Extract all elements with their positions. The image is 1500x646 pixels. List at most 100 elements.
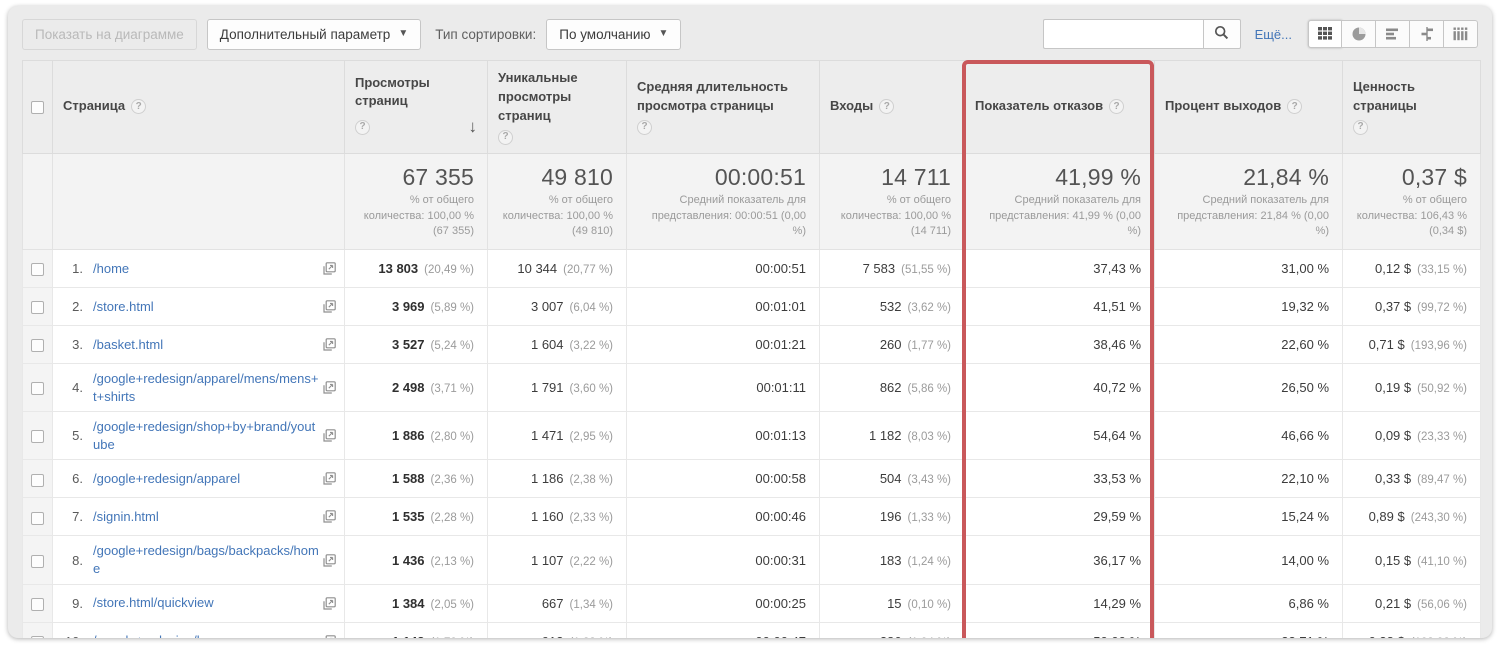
- secondary-dimension-dropdown[interactable]: Дополнительный параметр ▼: [206, 18, 422, 50]
- performance-view-button[interactable]: [1376, 20, 1410, 48]
- search-button[interactable]: [1202, 19, 1241, 49]
- unique-pageviews-cell: 1 160 (2,33 %): [487, 497, 627, 537]
- page-link[interactable]: /basket.html: [93, 337, 164, 353]
- avg-time-cell: 00:00:51: [626, 249, 820, 289]
- open-page-icon[interactable]: [319, 553, 336, 567]
- page-link[interactable]: /google+redesign/apparel/mens/mens+t+shi…: [93, 371, 319, 404]
- column-header-entrances[interactable]: Входы?: [819, 60, 965, 154]
- column-header-avg-time[interactable]: Средняя длительность просмотра страницы?: [626, 60, 820, 154]
- column-header-pageviews[interactable]: Просмотры страниц? ↓: [344, 60, 488, 154]
- toolbar: Показать на диаграмме Дополнительный пар…: [8, 6, 1492, 58]
- page-cell: 7. /signin.html: [52, 497, 345, 537]
- pivot-view-button[interactable]: [1444, 20, 1478, 48]
- column-header-bounce-rate[interactable]: Показатель отказов?: [964, 60, 1155, 154]
- page-value-cell: 0,89 $ (243,30 %): [1342, 497, 1481, 537]
- help-icon[interactable]: ?: [498, 129, 513, 145]
- bounce-rate-cell: 38,46 %: [964, 325, 1155, 365]
- table-search: [1042, 19, 1241, 49]
- help-icon[interactable]: ?: [1353, 120, 1368, 136]
- unique-pageviews-cell: 10 344 (20,77 %): [487, 249, 627, 289]
- page-link[interactable]: /signin.html: [93, 509, 159, 525]
- row-checkbox-cell: [22, 249, 53, 289]
- row-checkbox[interactable]: [31, 511, 44, 525]
- page-link[interactable]: /google+redesign/bags: [93, 632, 225, 638]
- table-view-button[interactable]: [1308, 20, 1342, 48]
- chevron-down-icon: ▼: [398, 28, 409, 39]
- open-page-icon[interactable]: [319, 338, 336, 351]
- search-input[interactable]: [1042, 19, 1203, 49]
- sort-type-dropdown[interactable]: По умолчанию ▼: [546, 18, 682, 50]
- page-cell: 1. /home: [52, 249, 345, 289]
- help-icon[interactable]: ?: [637, 120, 652, 136]
- plot-rows-button[interactable]: Показать на диаграмме: [22, 18, 197, 50]
- avg-time-cell: 00:00:47: [626, 621, 820, 638]
- row-number: 1.: [72, 261, 83, 277]
- table-row: 1. /home 13 803 (20,49 %) 10 344 (20,77 %)…: [22, 249, 1481, 289]
- table-row: 4. /google+redesign/apparel/mens/mens+t+…: [22, 363, 1481, 413]
- column-header-unique-pageviews[interactable]: Уникальные просмотры страниц?: [487, 60, 627, 154]
- column-header-exit-rate[interactable]: Процент выходов?: [1154, 60, 1343, 154]
- row-checkbox[interactable]: [31, 339, 44, 353]
- page-cell: 2. /store.html: [52, 287, 345, 327]
- page-value-cell: 0,15 $ (41,10 %): [1342, 535, 1481, 585]
- percentage-view-button[interactable]: [1342, 20, 1376, 48]
- help-icon[interactable]: ?: [131, 99, 147, 115]
- open-page-icon[interactable]: [319, 381, 336, 394]
- exit-rate-cell: 22,60 %: [1154, 325, 1343, 365]
- help-icon[interactable]: ?: [879, 99, 895, 115]
- open-page-icon[interactable]: [319, 510, 336, 524]
- column-header-page[interactable]: Страница?: [52, 60, 345, 154]
- row-number: 2.: [72, 299, 83, 315]
- row-checkbox-cell: [22, 621, 53, 638]
- row-checkbox[interactable]: [31, 554, 44, 568]
- open-page-icon[interactable]: [319, 634, 336, 638]
- page-link[interactable]: /home: [93, 261, 130, 277]
- open-page-icon[interactable]: [319, 300, 336, 313]
- page-link[interactable]: /google+redesign/bags/backpacks/home: [93, 543, 319, 577]
- open-page-icon[interactable]: [319, 262, 336, 275]
- row-checkbox[interactable]: [31, 382, 44, 396]
- open-page-icon[interactable]: [319, 596, 336, 610]
- unique-pageviews-cell: 1 107 (2,22 %): [487, 535, 627, 585]
- open-page-icon[interactable]: [319, 429, 336, 443]
- page-link[interactable]: /google+redesign/apparel: [93, 471, 241, 487]
- page-value-cell: 0,33 $ (89,47 %): [1342, 459, 1481, 499]
- total-entrances: 14 711% от общего количества: 100,00 % (…: [819, 152, 965, 251]
- row-number: 3.: [72, 337, 83, 353]
- row-checkbox[interactable]: [31, 597, 44, 611]
- row-checkbox[interactable]: [31, 263, 44, 277]
- entrances-cell: 532 (3,62 %): [819, 287, 965, 327]
- page-link[interactable]: /google+redesign/shop+by+brand/youtube: [93, 419, 316, 452]
- comparison-view-button[interactable]: [1410, 20, 1444, 48]
- open-page-icon[interactable]: [319, 472, 336, 486]
- page-link[interactable]: /store.html: [93, 299, 154, 315]
- row-checkbox[interactable]: [31, 473, 44, 487]
- page-value-cell: 0,71 $ (193,96 %): [1342, 325, 1481, 365]
- column-header-page-value[interactable]: Ценность страницы?: [1342, 60, 1481, 154]
- row-checkbox[interactable]: [31, 301, 44, 315]
- bar-chart-icon: [1385, 26, 1401, 42]
- page-value-cell: 0,38 $(103,92 %): [1342, 621, 1481, 638]
- unique-pageviews-cell: 3 007 (6,04 %): [487, 287, 627, 327]
- table-row: 2. /store.html 3 969 (5,89 %) 3 007 (6,04 …: [22, 287, 1481, 327]
- row-number: 5.: [72, 428, 83, 444]
- help-icon[interactable]: ?: [1287, 99, 1303, 115]
- help-icon[interactable]: ?: [1109, 99, 1125, 115]
- advanced-search-link[interactable]: Ещё...: [1254, 26, 1292, 42]
- total-bounce-rate: 41,99 % Средний показатель для представле…: [964, 152, 1155, 251]
- unique-pageviews-cell: 1 604 (3,22 %): [487, 325, 627, 365]
- exit-rate-cell: 26,50 %: [1154, 363, 1343, 413]
- table-row: 10. /google+redesign/bags 1 143(1,70 %) …: [22, 621, 1481, 638]
- row-number: 6.: [72, 471, 83, 487]
- pivot-table-icon: [1452, 26, 1469, 42]
- exit-rate-cell: 14,00 %: [1154, 535, 1343, 585]
- row-checkbox[interactable]: [31, 635, 44, 638]
- page-cell: 6. /google+redesign/apparel: [52, 459, 345, 499]
- row-checkbox-cell: [22, 411, 53, 461]
- total-unique-pageviews: 49 810% от общего количества: 100,00 % (…: [487, 152, 627, 251]
- help-icon[interactable]: ?: [355, 120, 370, 136]
- page-link[interactable]: /store.html/quickview: [93, 595, 214, 611]
- select-all-checkbox[interactable]: [31, 101, 44, 115]
- row-checkbox[interactable]: [31, 430, 44, 444]
